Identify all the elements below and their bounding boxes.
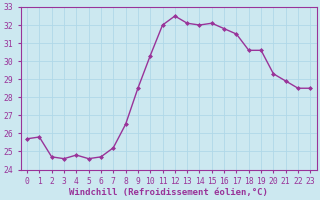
X-axis label: Windchill (Refroidissement éolien,°C): Windchill (Refroidissement éolien,°C): [69, 188, 268, 197]
